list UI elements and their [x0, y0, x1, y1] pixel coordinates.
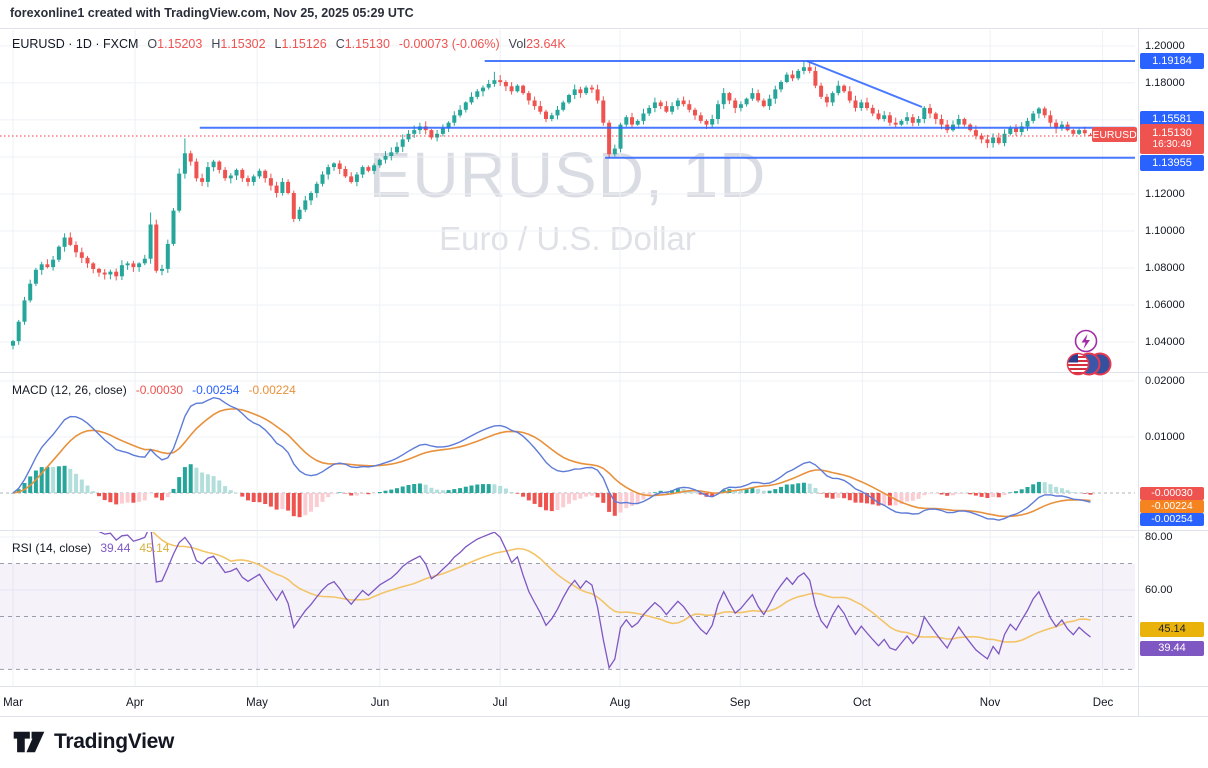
macd-hist-badge: -0.00030	[1140, 487, 1204, 500]
tradingview-brand-text: TradingView	[54, 730, 175, 753]
macd-signal-value: -0.00224	[248, 383, 296, 397]
ohlc-low: L1.15126	[274, 37, 327, 51]
month-label: Jun	[370, 697, 390, 709]
price-tick: 1.18000	[1145, 77, 1185, 89]
month-label: Sep	[729, 697, 751, 709]
tradingview-logo[interactable]: TradingView	[12, 728, 174, 756]
horizontal-level-lines[interactable]	[199, 60, 1135, 159]
month-label: Jul	[492, 697, 508, 709]
price-badge-resistance: 1.19184	[1140, 53, 1204, 69]
ohlc-high: H1.15302	[211, 37, 266, 51]
price-tick: 1.06000	[1145, 299, 1185, 311]
rsi-tick: 60.00	[1145, 584, 1173, 596]
month-label: May	[246, 697, 268, 709]
rsi-badge: 39.44	[1140, 641, 1204, 656]
rsi-ma-badge: 45.14	[1140, 622, 1204, 637]
symbol-title[interactable]: EURUSD · 1D · FXCM	[12, 37, 139, 51]
macd-line-value: -0.00254	[192, 383, 240, 397]
last-price-badge: 1.15130 16:30:49	[1140, 124, 1204, 154]
month-label: Aug	[609, 697, 631, 709]
symbol-price-label: EURUSD	[1092, 127, 1137, 142]
macd-legend: MACD (12, 26, close) -0.00030 -0.00254 -…	[12, 383, 296, 397]
macd-hist-value: -0.00030	[135, 383, 184, 397]
rsi-value: 39.44	[100, 541, 131, 555]
macd-line-badge: -0.00254	[1140, 513, 1204, 526]
last-price-value: 1.15130	[1152, 127, 1192, 139]
month-label: Mar	[3, 697, 23, 709]
bar-countdown: 16:30:49	[1152, 139, 1192, 150]
pane-separators	[0, 28, 1208, 717]
symbol-legend: EURUSD · 1D · FXCM O1.15203 H1.15302 L1.…	[12, 37, 566, 51]
macd-tick: 0.02000	[1145, 375, 1185, 387]
grid	[0, 30, 1135, 686]
macd-tick: 0.01000	[1145, 431, 1185, 443]
rsi-tick: 80.00	[1145, 531, 1173, 543]
price-tick: 1.20000	[1145, 40, 1185, 52]
attribution-text: forexonline1 created with TradingView.co…	[10, 6, 414, 20]
macd-line	[12, 396, 1091, 521]
rsi-ma-value: 45.14	[139, 541, 170, 555]
descending-trendline[interactable]	[806, 60, 923, 108]
price-badge-mid: 1.15581	[1140, 111, 1204, 127]
rsi-title[interactable]: RSI (14, close)	[12, 541, 92, 555]
price-tick: 1.12000	[1145, 188, 1185, 200]
month-label: Nov	[979, 697, 1001, 709]
volume: Vol23.64K	[508, 37, 566, 51]
alert-lightning-icon[interactable]	[1074, 329, 1098, 353]
change-value: -0.00073 (-0.06%)	[398, 37, 500, 51]
price-tick: 1.10000	[1145, 225, 1185, 237]
price-tick: 1.04000	[1145, 336, 1185, 348]
ohlc-open: O1.15203	[147, 37, 203, 51]
price-badge-support: 1.13955	[1140, 155, 1204, 171]
candlestick-series	[11, 61, 1093, 350]
price-tick: 1.08000	[1145, 262, 1185, 274]
tradingview-logo-icon	[13, 731, 45, 753]
rsi-legend: RSI (14, close) 39.44 45.14	[12, 541, 169, 555]
macd-histogram	[0, 464, 1135, 518]
rsi-ma-line	[151, 532, 1091, 643]
macd-title[interactable]: MACD (12, 26, close)	[12, 383, 127, 397]
ohlc-close: C1.15130	[335, 37, 390, 51]
rsi-line	[98, 532, 1091, 670]
macd-signal-badge: -0.00224	[1140, 500, 1204, 513]
currency-pair-flags-icon[interactable]	[1066, 352, 1112, 376]
rsi-bands	[0, 563, 1135, 670]
month-label: Apr	[126, 697, 144, 709]
month-label: Oct	[853, 697, 871, 709]
macd-signal-line	[12, 408, 1091, 518]
month-label: Dec	[1092, 697, 1114, 709]
